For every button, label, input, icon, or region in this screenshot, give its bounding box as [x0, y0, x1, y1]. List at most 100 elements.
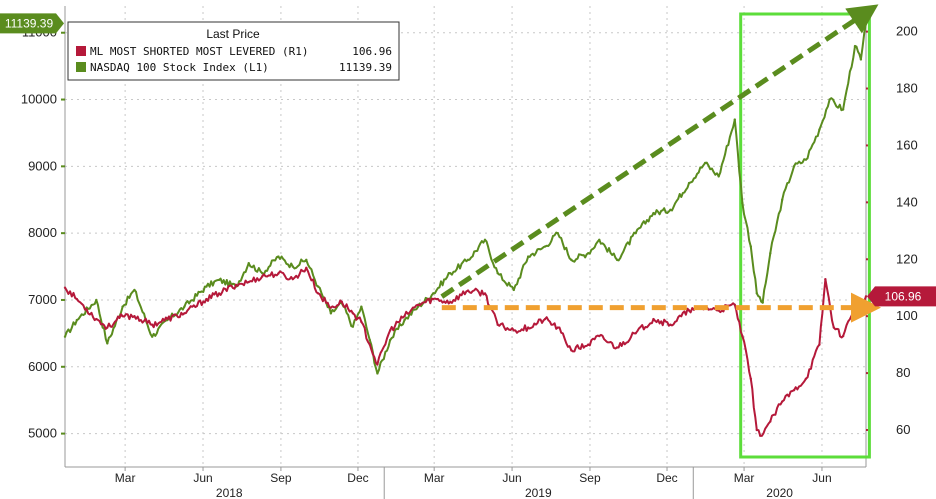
nasdaq-data-point — [329, 312, 333, 315]
x-year-label: 2020 — [766, 486, 793, 499]
shorted-data-point — [543, 317, 547, 321]
nasdaq-data-point — [543, 245, 547, 248]
highlight-box — [739, 12, 871, 459]
shorted-data-point — [247, 280, 250, 284]
shorted-data-point — [841, 334, 845, 338]
nasdaq-data-point — [755, 292, 758, 295]
shorted-data-point — [634, 332, 637, 335]
nasdaq-data-point — [183, 305, 186, 308]
nasdaq-data-point — [376, 372, 379, 375]
left-tick-label: 10000 — [21, 92, 57, 107]
shorted-data-point — [368, 343, 372, 346]
shorted-data-point — [587, 343, 590, 346]
green-trend-arrow — [440, 4, 879, 299]
shorted-data-point — [556, 326, 559, 329]
nasdaq-data-point — [717, 175, 720, 178]
x-month-label: Jun — [812, 471, 831, 485]
nasdaq-data-point — [388, 338, 392, 342]
nasdaq-data-point — [859, 58, 863, 61]
nasdaq-data-point — [526, 255, 530, 258]
shorted-data-point — [217, 292, 221, 295]
nasdaq-data-point — [804, 158, 808, 161]
nasdaq-data-point — [556, 231, 559, 235]
nasdaq-data-point — [305, 258, 308, 262]
legend: Last Price ML MOST SHORTED MOST LEVERED (… — [67, 21, 400, 81]
legend-box — [67, 21, 400, 81]
nasdaq-data-point — [133, 288, 136, 292]
nasdaq-data-point — [652, 211, 655, 215]
shorted-data-point — [615, 346, 619, 349]
nasdaq-data-point — [106, 342, 109, 345]
nasdaq-data-point — [75, 318, 79, 322]
right-tick-label: 100 — [896, 308, 918, 323]
nasdaq-data-point — [741, 201, 744, 205]
shorted-data-point — [733, 303, 736, 306]
left-last-price-label: 11139.39 — [5, 16, 54, 30]
nasdaq-data-point — [841, 108, 845, 111]
nasdaq-data-point — [792, 165, 796, 168]
nasdaq-data-point — [247, 262, 250, 265]
x-year-label: 2018 — [216, 486, 243, 499]
left-tick-label: 7000 — [28, 292, 57, 307]
left-tick-label: 9000 — [28, 158, 57, 173]
shorted-data-point — [449, 300, 452, 304]
nasdaq-data-point — [63, 335, 67, 338]
nasdaq-data-point — [587, 252, 590, 255]
nasdaq-data-point — [761, 301, 764, 304]
legend-title: Last Price — [206, 27, 260, 41]
nasdaq-data-point — [449, 272, 452, 275]
nasdaq-data-point — [217, 278, 221, 282]
shorted-data-point — [758, 434, 762, 437]
shorted-data-point — [166, 317, 169, 321]
shorted-data-point — [106, 326, 109, 329]
nasdaq-data-point — [205, 285, 208, 288]
shorted-data-point — [512, 329, 515, 332]
right-tick-label: 80 — [896, 365, 910, 380]
series-lines — [63, 12, 871, 459]
nasdaq-data-point — [512, 288, 515, 292]
shorted-data-point — [669, 323, 672, 326]
nasdaq-data-point — [121, 305, 124, 308]
nasdaq-data-point — [703, 161, 707, 165]
x-month-label: Jun — [193, 471, 212, 485]
shorted-data-point — [526, 326, 530, 329]
nasdaq-data-point — [853, 44, 857, 48]
nasdaq-data-point — [864, 22, 868, 25]
nasdaq-data-point — [95, 298, 98, 302]
shorted-data-point — [570, 349, 573, 352]
nasdaq-data-point — [669, 208, 672, 211]
shorted-data-point — [63, 286, 67, 289]
nasdaq-data-point — [151, 335, 154, 338]
shorted-data-point — [859, 312, 863, 315]
shorted-data-point — [121, 314, 124, 318]
nasdaq-data-point — [598, 238, 601, 242]
nasdaq-data-point — [432, 292, 435, 295]
shorted-data-point — [261, 275, 264, 278]
shorted-data-point — [804, 377, 808, 380]
nasdaq-data-point — [316, 285, 320, 288]
shorted-data-point — [329, 306, 333, 309]
x-month-label: Sep — [270, 471, 292, 485]
right-tick-label: 160 — [896, 137, 918, 152]
shorted-data-point — [376, 363, 379, 366]
nasdaq-data-point — [351, 325, 355, 328]
shorted-data-point — [416, 303, 420, 306]
shorted-data-point — [832, 326, 836, 329]
right-tick-label: 180 — [896, 81, 918, 96]
nasdaq-data-point — [733, 118, 736, 121]
nasdaq-data-point — [291, 265, 294, 268]
shorted-data-point — [234, 283, 238, 287]
shorted-data-point — [403, 314, 406, 318]
x-month-label: Mar — [115, 471, 136, 485]
right-tick-label: 120 — [896, 251, 918, 266]
nasdaq-data-point — [277, 255, 280, 258]
x-month-label: Mar — [734, 471, 755, 485]
x-month-label: Mar — [424, 471, 445, 485]
right-tick-label: 60 — [896, 422, 910, 437]
nasdaq-data-point — [818, 128, 821, 131]
legend-entry-value: 106.96 — [352, 45, 392, 58]
shorted-data-point — [151, 323, 154, 326]
shorted-data-point — [432, 297, 435, 301]
